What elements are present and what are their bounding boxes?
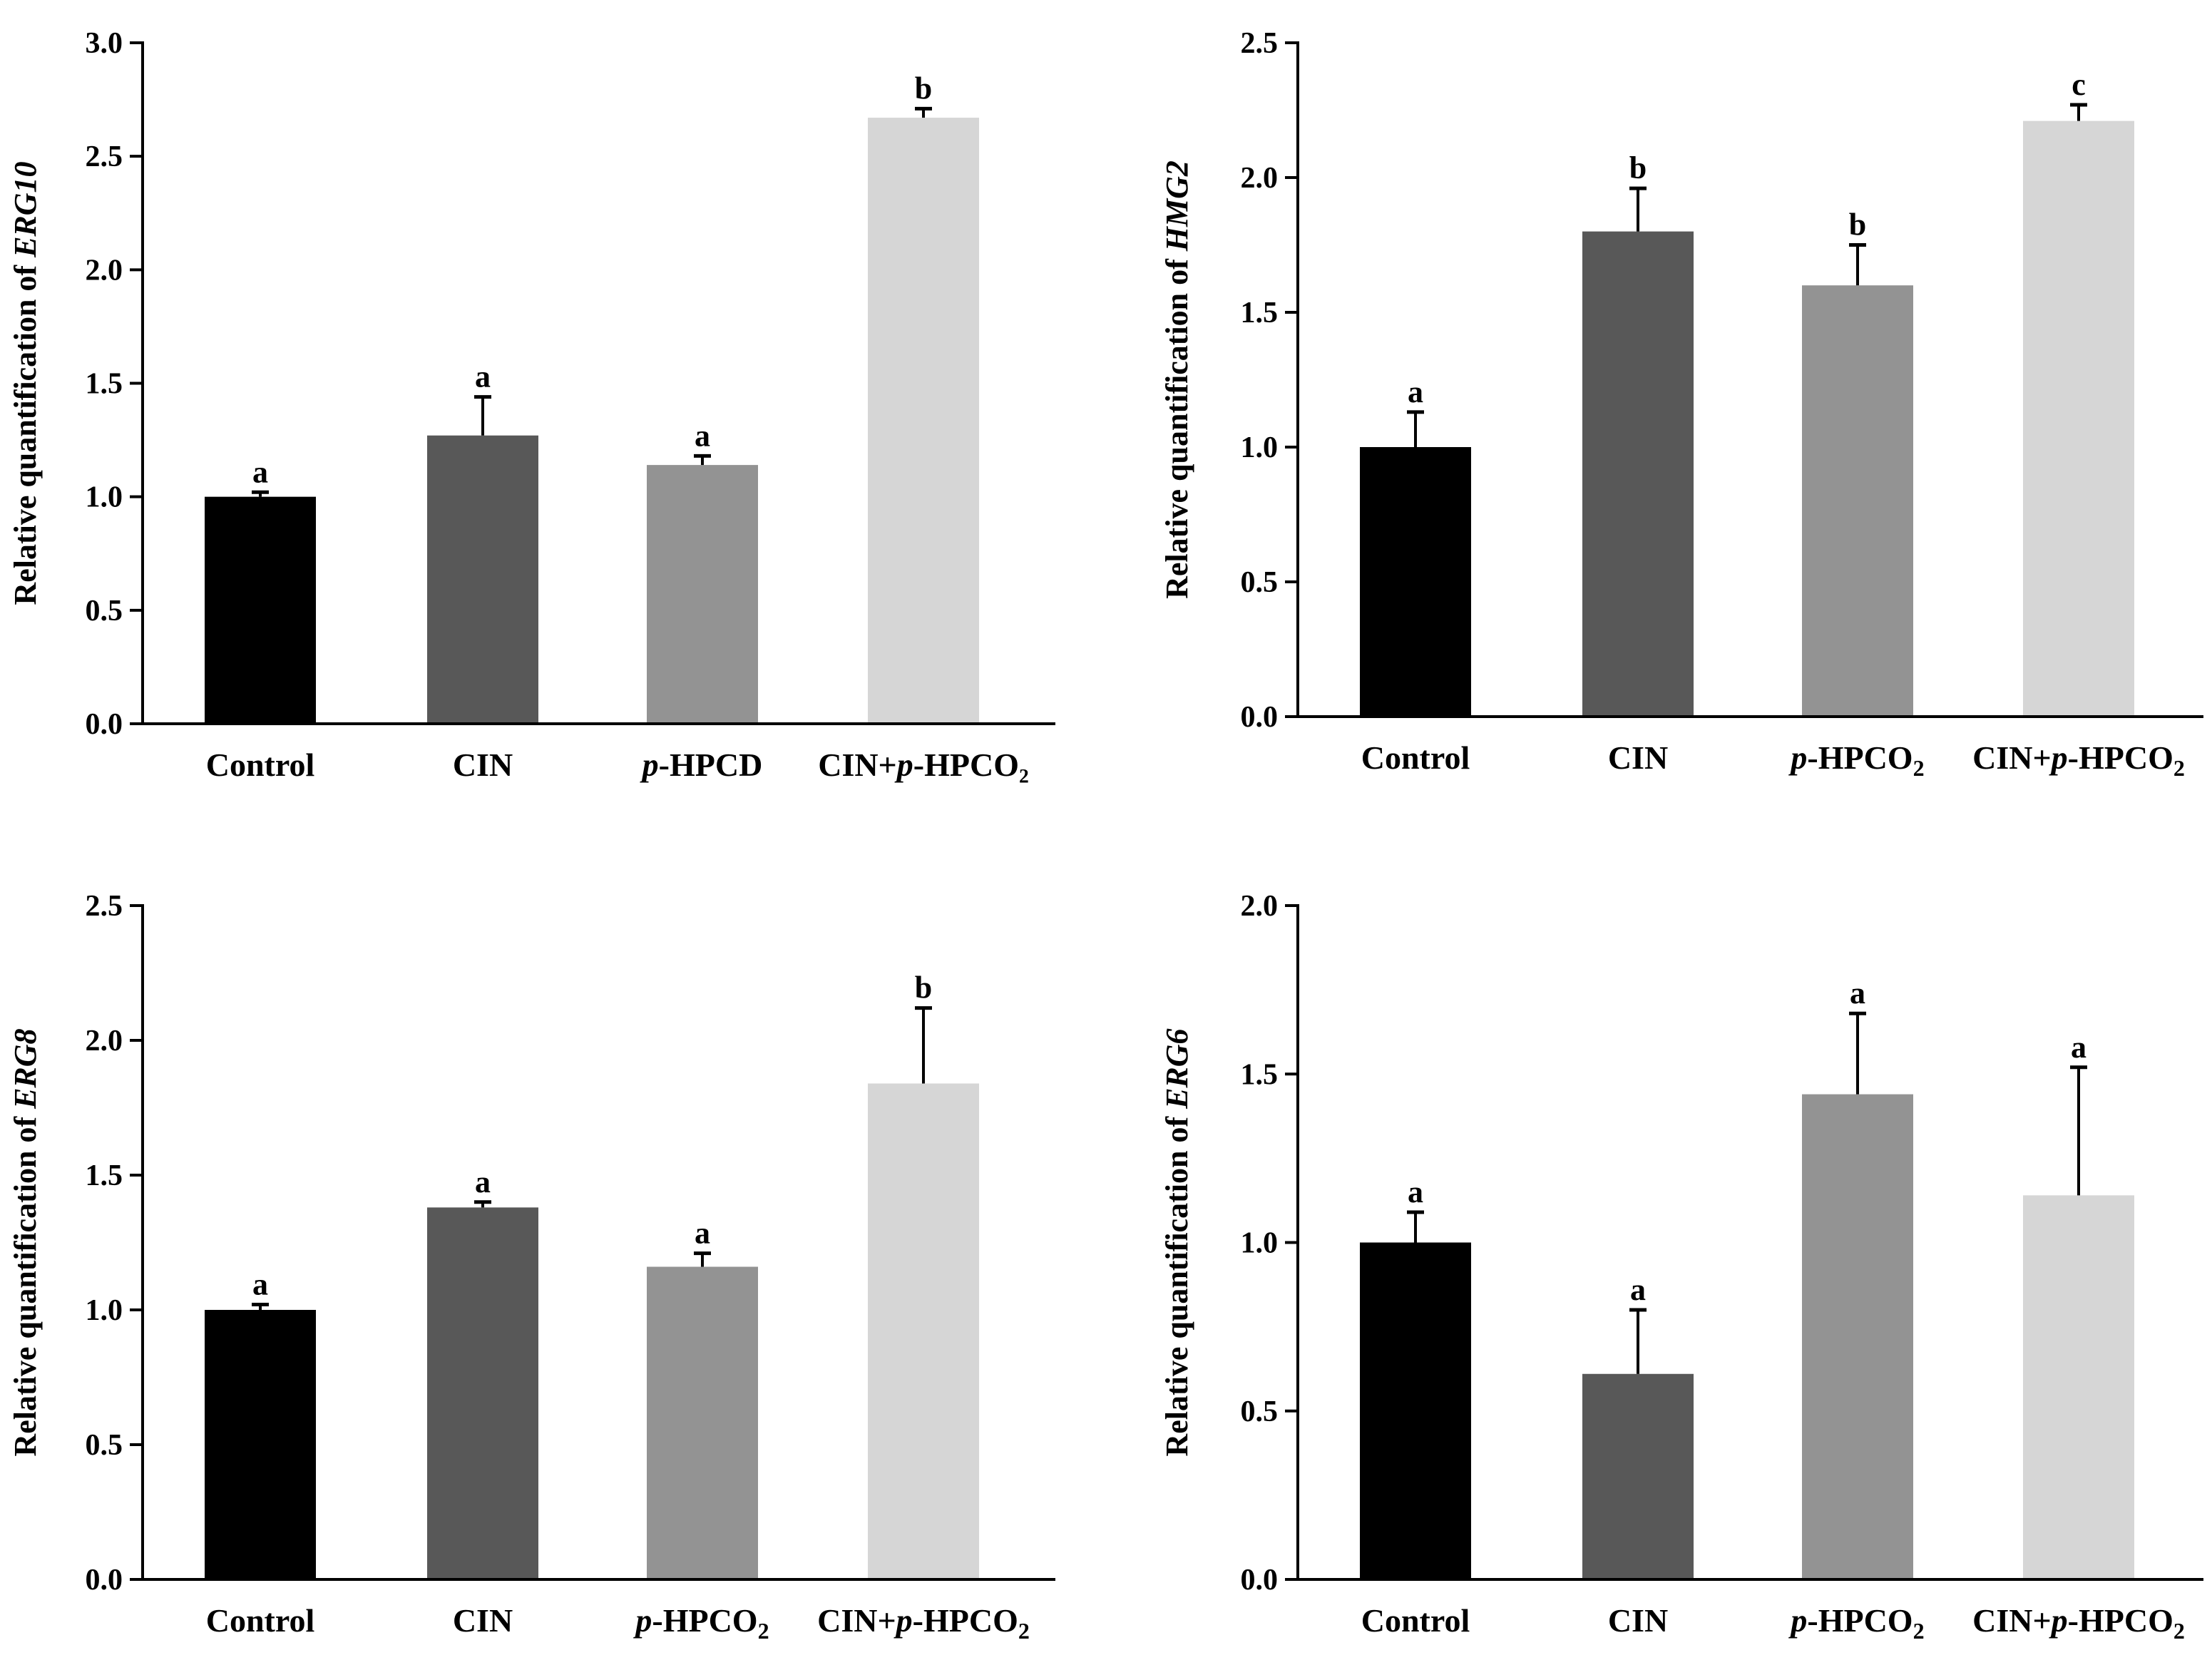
bar [427,435,538,724]
x-category-label: Control [1361,739,1470,776]
significance-letter: a [475,359,491,394]
significance-letter: c [2072,67,2086,102]
y-tick-label: 1.0 [86,481,123,514]
y-tick-label: 1.5 [1241,1058,1279,1091]
bar [1582,1373,1694,1579]
significance-letter: a [475,1164,491,1199]
y-tick-label: 0.5 [86,1429,123,1462]
x-category-label: CIN+p-HPCO₂ [818,747,1029,783]
x-category-label: CIN [1608,1602,1668,1639]
y-tick-label: 0.0 [86,708,123,741]
y-tick-label: 0.5 [86,595,123,627]
y-tick-label: 0.0 [86,1564,123,1597]
y-tick-label: 2.0 [86,254,123,287]
y-tick-label: 2.0 [1241,162,1279,195]
bar [1802,1094,1913,1579]
bar [427,1207,538,1579]
y-tick-label: 2.0 [86,1025,123,1057]
y-axis-title: Relative quantification of ERG8 [8,1028,43,1456]
x-category-label: CIN [453,747,513,783]
significance-letter: b [1629,150,1647,185]
y-tick-label: 0.0 [1241,1564,1279,1597]
significance-letter: b [915,71,932,106]
bar [868,1083,979,1579]
significance-letter: a [252,454,268,489]
significance-letter: a [1408,374,1423,409]
significance-letter: a [1850,975,1865,1010]
y-tick-label: 1.5 [86,368,123,401]
y-tick-label: 2.5 [86,140,123,173]
significance-letter: b [915,970,932,1005]
significance-letter: a [1630,1272,1646,1307]
significance-letter: a [252,1266,268,1301]
x-category-label: CIN+p-HPCO2 [817,1602,1030,1644]
y-tick-label: 1.0 [86,1294,123,1327]
significance-letter: a [695,1216,710,1251]
x-category-label: Control [206,747,315,783]
bar [1360,1242,1471,1579]
y-tick-label: 2.5 [1241,27,1279,60]
y-tick-label: 2.0 [1241,890,1279,923]
bar [1360,447,1471,717]
x-category-label: Control [1361,1602,1470,1639]
x-category-label: Control [206,1602,315,1639]
x-category-label: p-HPCO2 [1788,739,1924,781]
y-tick-label: 1.0 [1241,431,1279,464]
y-axis-title: Relative quantification of ERG10 [8,161,43,605]
y-tick-label: 0.5 [1241,566,1279,599]
bar [647,465,758,724]
y-axis-title: Relative quantification of ERG6 [1159,1028,1194,1456]
significance-letter: b [1849,208,1866,242]
bar [2023,1195,2134,1579]
bar [2023,121,2134,717]
significance-letter: a [695,418,710,453]
x-category-label: CIN+p-HPCO2 [1972,739,2185,781]
y-tick-label: 1.5 [86,1159,123,1192]
y-tick-label: 1.0 [1241,1227,1279,1260]
x-category-label: CIN [453,1602,513,1639]
chart-erg8-panel: a a a b 0.0 0.5 1.0 1.5 2.0 2.5 Control CIN p-HPCO2 C… [8,890,1055,1644]
bar [1582,231,1694,717]
y-tick-label: 0.0 [1241,701,1279,734]
chart-erg10-panel: a a a b 0.0 0.5 1.0 1.5 2.0 2.5 3.0 Control CIN p-HPC… [8,27,1055,783]
significance-letter: a [2071,1030,2086,1065]
x-category-label: p-HPCO2 [633,1602,769,1644]
significance-letter: a [1408,1174,1423,1209]
y-tick-label: 0.5 [1241,1395,1279,1428]
y-tick-label: 2.5 [86,890,123,923]
bar [868,118,979,724]
x-category-label: CIN+p-HPCO2 [1972,1602,2185,1644]
y-axis-title: Relative quantification of HMG2 [1159,160,1194,599]
bar [1802,285,1913,717]
x-category-label: p-HPCO2 [1788,1602,1924,1644]
y-tick-label: 3.0 [86,27,123,60]
chart-hmg2-panel: a b b c 0.0 0.5 1.0 1.5 2.0 2.5 Control CIN p-HPCO2 C… [1159,27,2203,781]
x-category-label: p-HPCD [640,747,763,783]
y-tick-label: 1.5 [1241,297,1279,329]
x-category-label: CIN [1608,739,1668,776]
bar [205,496,316,724]
chart-erg6-panel: a a a a 0.0 0.5 1.0 1.5 2.0 Control CIN p-HPCO2 CIN+… [1159,890,2203,1644]
bar [647,1266,758,1579]
bar [205,1310,316,1579]
